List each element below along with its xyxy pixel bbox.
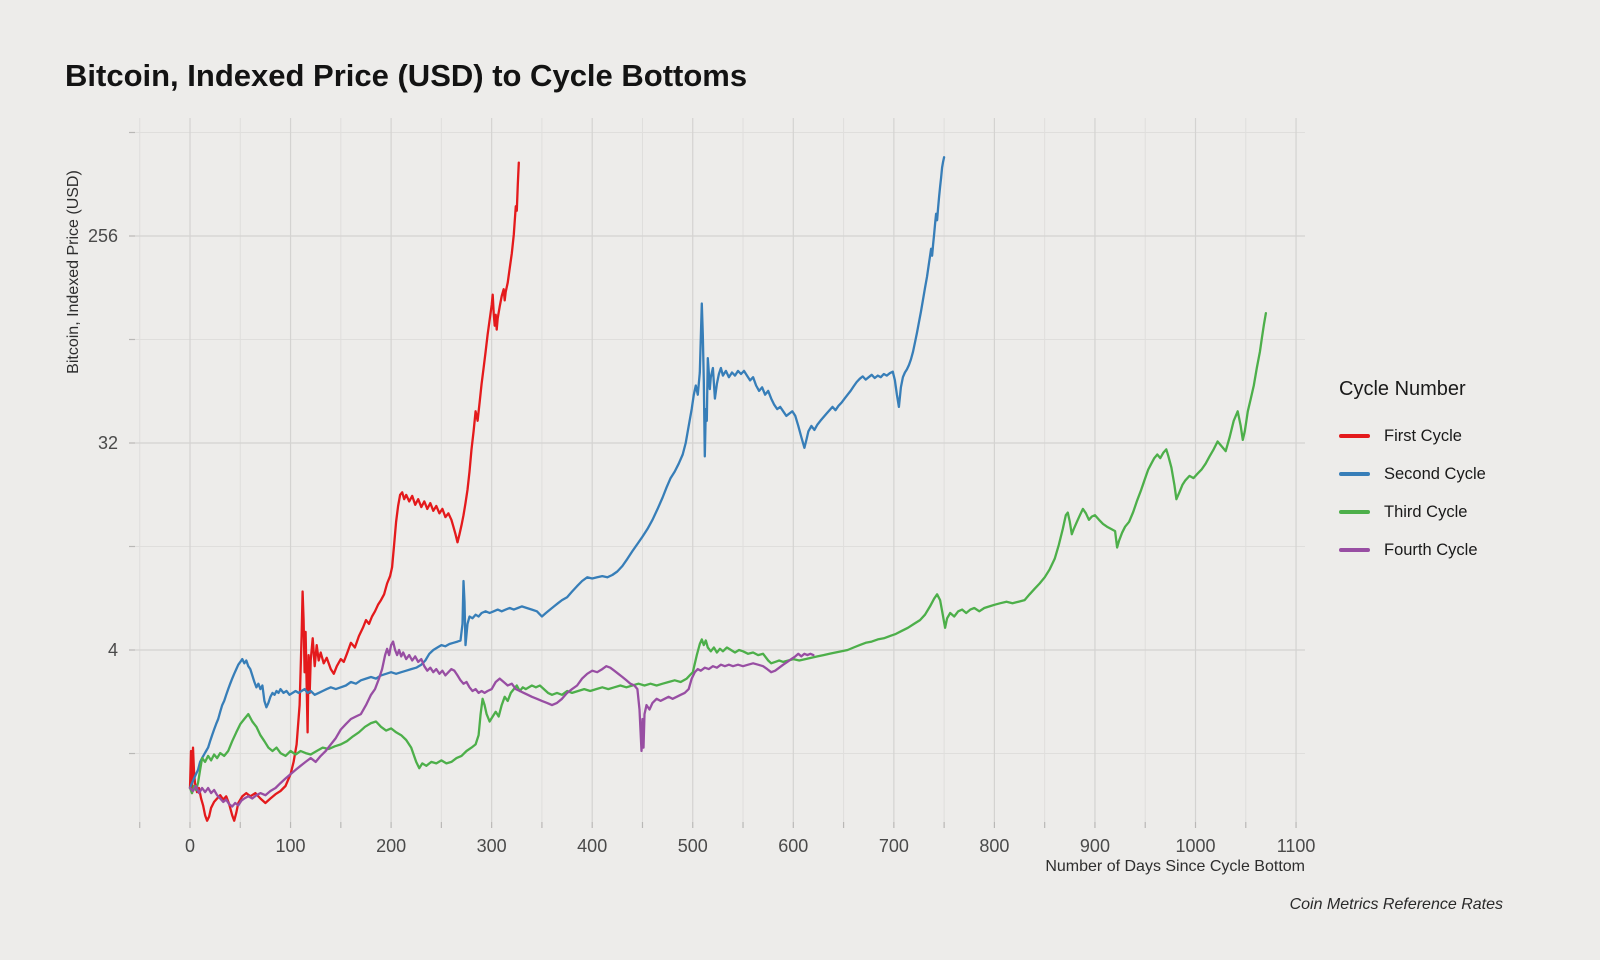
y-tick-label: 32 — [98, 433, 118, 453]
legend-item-fourth-cycle: Fourth Cycle — [1339, 531, 1486, 569]
series-line-fourth-cycle — [188, 640, 815, 808]
legend-title: Cycle Number — [1339, 378, 1466, 400]
legend-item-second-cycle: Second Cycle — [1339, 455, 1486, 493]
x-tick-label: 800 — [979, 836, 1009, 856]
legend-label: First Cycle — [1384, 426, 1462, 445]
series-line-third-cycle — [188, 311, 1268, 795]
chart-title: Bitcoin, Indexed Price (USD) to Cycle Bo… — [65, 58, 748, 93]
x-tick-label: 500 — [678, 836, 708, 856]
x-tick-label: 600 — [778, 836, 808, 856]
third-cycle-line-swatch-icon — [1339, 510, 1370, 514]
plot-panel — [135, 118, 1305, 822]
legend-label: Second Cycle — [1384, 464, 1486, 483]
fourth-cycle-line-swatch-icon — [1339, 548, 1370, 552]
x-tick-label: 700 — [879, 836, 909, 856]
x-tick-label: 400 — [577, 836, 607, 856]
second-cycle-line-swatch-icon — [1339, 472, 1370, 476]
source-caption: Coin Metrics Reference Rates — [1289, 896, 1503, 913]
legend-label: Fourth Cycle — [1384, 540, 1478, 559]
x-tick-label: 100 — [276, 836, 306, 856]
legend-item-third-cycle: Third Cycle — [1339, 493, 1486, 531]
first-cycle-line-swatch-icon — [1339, 434, 1370, 438]
legend-item-first-cycle: First Cycle — [1339, 417, 1486, 455]
x-tick-label: 300 — [477, 836, 507, 856]
y-tick-label: 4 — [108, 640, 118, 660]
x-tick-label: 1100 — [1277, 836, 1316, 856]
y-tick-label: 256 — [88, 226, 118, 246]
x-tick-label: 900 — [1080, 836, 1110, 856]
x-tick-label: 1000 — [1175, 836, 1215, 856]
legend-label: Third Cycle — [1384, 502, 1468, 521]
x-tick-label: 200 — [376, 836, 406, 856]
y-axis-title: Bitcoin, Indexed Price (USD) — [65, 170, 82, 374]
series-line-second-cycle — [188, 156, 946, 790]
legend: Cycle Number First Cycle Second Cycle Th… — [1339, 378, 1486, 569]
x-tick-label: 0 — [185, 836, 195, 856]
x-axis-title: Number of Days Since Cycle Bottom — [1045, 858, 1305, 875]
